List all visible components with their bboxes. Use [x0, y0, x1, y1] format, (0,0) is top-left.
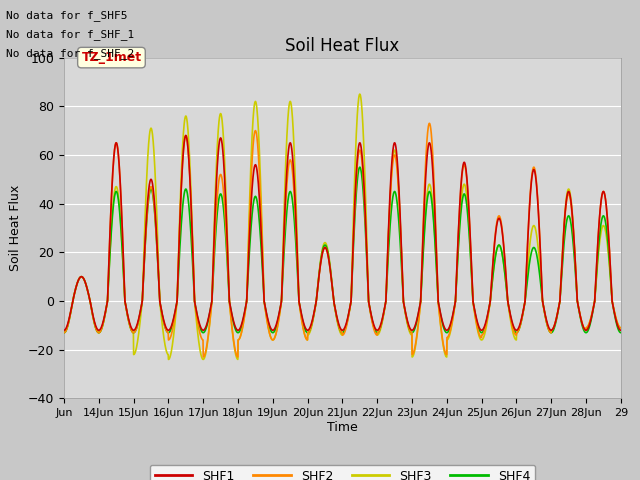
Line: SHF2: SHF2	[64, 123, 621, 357]
SHF4	[609, 304, 617, 310]
Text: No data for f_SHF5: No data for f_SHF5	[6, 10, 128, 21]
Title: Soil Heat Flux: Soil Heat Flux	[285, 36, 399, 55]
Text: TZ_1met: TZ_1met	[81, 51, 141, 64]
SHF1	[542, 314, 550, 320]
SHF3	[164, 357, 172, 362]
SHF3	[376, 327, 384, 333]
SHF3	[542, 316, 550, 322]
SHF2	[617, 325, 625, 331]
SHF1	[617, 327, 625, 333]
SHF2	[376, 326, 384, 332]
SHF1	[116, 169, 124, 175]
SHF4	[116, 209, 124, 215]
SHF2	[200, 354, 207, 360]
SHF4	[60, 330, 68, 336]
Text: No data for f_SHF_2: No data for f_SHF_2	[6, 48, 134, 59]
SHF1	[60, 327, 68, 333]
SHF3	[60, 330, 68, 336]
X-axis label: Time: Time	[327, 421, 358, 434]
SHF1	[236, 325, 244, 331]
Y-axis label: Soil Heat Flux: Soil Heat Flux	[10, 185, 22, 271]
SHF4	[510, 327, 518, 333]
SHF2	[116, 169, 124, 175]
Legend: SHF1, SHF2, SHF3, SHF4: SHF1, SHF2, SHF3, SHF4	[150, 465, 535, 480]
SHF2	[426, 120, 433, 126]
SHF3	[511, 335, 518, 340]
SHF2	[236, 335, 244, 340]
SHF2	[511, 330, 518, 336]
SHF3	[356, 91, 364, 97]
Text: No data for f_SHF_1: No data for f_SHF_1	[6, 29, 134, 40]
SHF1	[609, 303, 617, 309]
SHF3	[609, 304, 617, 310]
SHF1	[182, 132, 189, 138]
SHF1	[376, 324, 384, 329]
SHF3	[236, 335, 244, 340]
SHF2	[609, 304, 617, 310]
SHF4	[356, 164, 364, 170]
Line: SHF3: SHF3	[64, 94, 621, 360]
Line: SHF4: SHF4	[64, 167, 621, 333]
SHF2	[60, 330, 68, 336]
SHF2	[542, 316, 550, 322]
SHF3	[617, 325, 625, 331]
SHF4	[236, 328, 244, 334]
SHF4	[617, 330, 625, 336]
SHF1	[510, 325, 518, 331]
SHF3	[116, 204, 124, 210]
Line: SHF1: SHF1	[64, 135, 621, 330]
SHF4	[376, 326, 384, 332]
SHF4	[542, 315, 550, 321]
